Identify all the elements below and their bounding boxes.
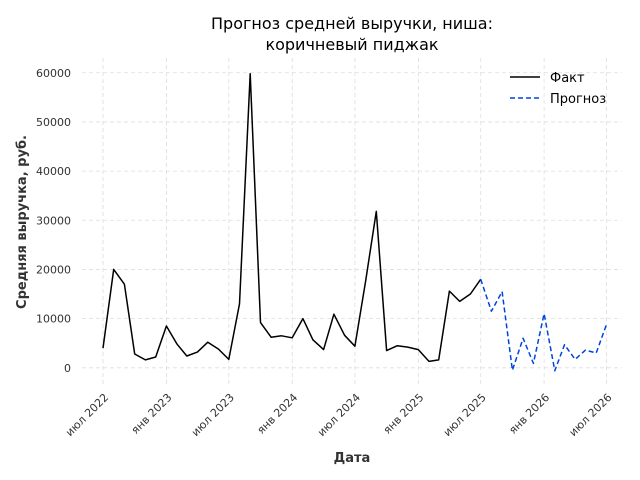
y-axis-ticks: 0 10000 20000 30000 40000 50000 60000 <box>36 67 71 375</box>
x-axis-label: Дата <box>334 451 371 466</box>
grid <box>82 58 622 385</box>
chart-title-line-2: коричневый пиджак <box>265 35 438 54</box>
series-line-forecast <box>479 279 608 372</box>
chart-title-line-1: Прогноз средней выручки, ниша: <box>211 14 493 33</box>
y-tick-label: 60000 <box>36 67 71 80</box>
x-tick-label: янв 2023 <box>129 391 175 437</box>
x-tick-label: июл 2022 <box>63 391 111 439</box>
x-tick-label: июл 2024 <box>315 391 363 439</box>
x-tick-label: янв 2025 <box>381 391 427 437</box>
y-tick-label: 20000 <box>36 263 71 276</box>
x-tick-label: июл 2026 <box>567 391 615 439</box>
y-tick-label: 0 <box>64 362 71 375</box>
y-axis-label: Средняя выручка, руб. <box>15 135 30 309</box>
legend: Факт Прогноз <box>510 71 606 107</box>
legend-label-forecast: Прогноз <box>550 92 606 107</box>
y-tick-label: 10000 <box>36 313 71 326</box>
legend-label-fact: Факт <box>550 71 585 86</box>
x-tick-label: янв 2024 <box>255 391 301 437</box>
x-tick-label: июл 2025 <box>441 391 489 439</box>
y-tick-label: 50000 <box>36 116 71 129</box>
x-tick-label: янв 2026 <box>506 391 552 437</box>
y-tick-label: 30000 <box>36 214 71 227</box>
series-lines <box>102 72 608 372</box>
x-axis-ticks: июл 2022 янв 2023 июл 2023 янв 2024 июл 2024… <box>63 391 615 439</box>
x-tick-label: июл 2023 <box>189 391 237 439</box>
series-line-fact <box>102 72 482 363</box>
y-tick-label: 40000 <box>36 165 71 178</box>
